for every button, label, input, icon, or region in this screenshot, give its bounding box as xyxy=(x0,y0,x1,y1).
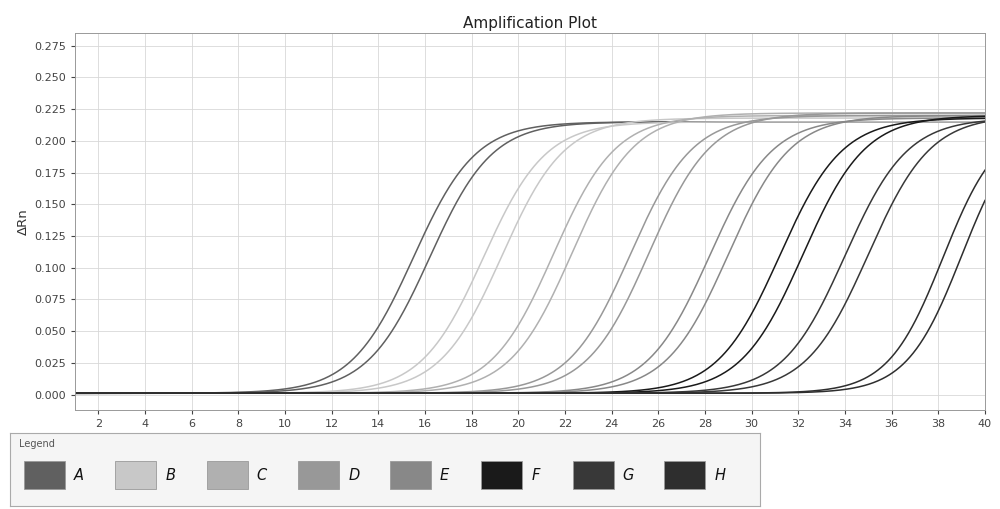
FancyBboxPatch shape xyxy=(572,462,614,490)
FancyBboxPatch shape xyxy=(481,462,522,490)
FancyBboxPatch shape xyxy=(298,462,339,490)
FancyBboxPatch shape xyxy=(390,462,431,490)
Text: C: C xyxy=(257,468,267,483)
FancyBboxPatch shape xyxy=(115,462,156,490)
FancyBboxPatch shape xyxy=(24,462,65,490)
Text: D: D xyxy=(348,468,360,483)
Title: Amplification Plot: Amplification Plot xyxy=(463,16,597,31)
Text: A: A xyxy=(74,468,84,483)
FancyBboxPatch shape xyxy=(664,462,705,490)
X-axis label: Cycle: Cycle xyxy=(512,433,548,446)
Text: B: B xyxy=(165,468,175,483)
Text: Legend: Legend xyxy=(19,439,55,448)
Text: E: E xyxy=(440,468,449,483)
Text: H: H xyxy=(714,468,725,483)
Text: G: G xyxy=(623,468,634,483)
Y-axis label: ΔRn: ΔRn xyxy=(17,208,30,235)
FancyBboxPatch shape xyxy=(207,462,248,490)
Text: F: F xyxy=(531,468,540,483)
